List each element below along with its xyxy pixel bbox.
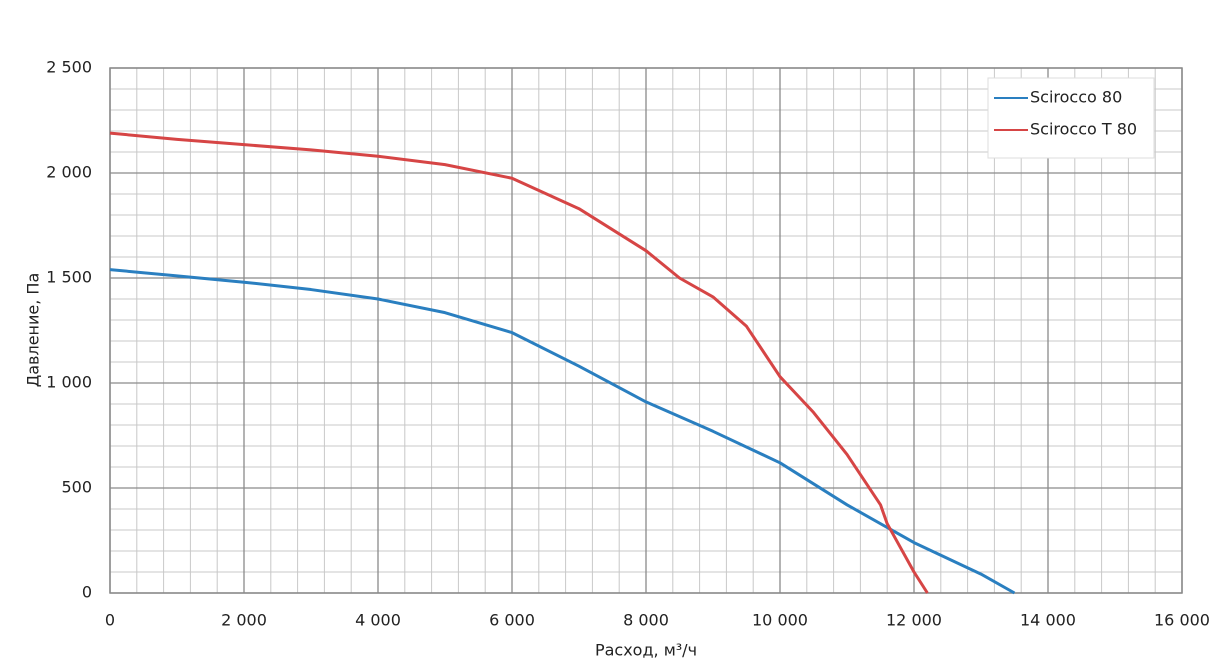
y-tick-label: 2 500: [46, 58, 92, 77]
x-axis-label: Расход, м³/ч: [595, 641, 697, 660]
x-tick-label: 14 000: [1020, 611, 1076, 630]
legend-label: Scirocco T 80: [1030, 120, 1137, 139]
y-tick-label: 1 000: [46, 373, 92, 392]
x-tick-label: 12 000: [886, 611, 942, 630]
x-tick-label: 8 000: [623, 611, 669, 630]
x-tick-label: 4 000: [355, 611, 401, 630]
y-tick-label: 0: [82, 583, 92, 602]
plot-frame: [109, 67, 1183, 594]
x-tick-label: 16 000: [1154, 611, 1210, 630]
y-tick-label: 500: [61, 478, 92, 497]
series-line: [109, 131, 929, 594]
legend-box: [987, 77, 1155, 159]
x-tick-label: 10 000: [752, 611, 808, 630]
y-tick-label: 2 000: [46, 163, 92, 182]
x-tick-label: 2 000: [221, 611, 267, 630]
y-axis-label: Давление, Па: [24, 273, 43, 388]
x-tick-label: 0: [105, 611, 115, 630]
y-tick-label: 1 500: [46, 268, 92, 287]
legend-label: Scirocco 80: [1030, 88, 1122, 107]
x-tick-label: 6 000: [489, 611, 535, 630]
